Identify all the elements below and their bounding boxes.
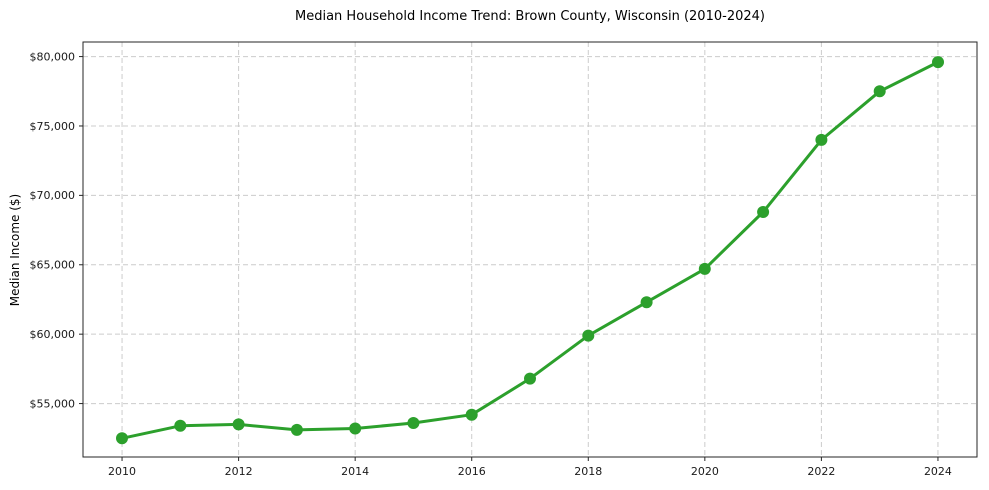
y-tick-label: $65,000 [30, 259, 76, 272]
chart-title: Median Household Income Trend: Brown Cou… [295, 9, 765, 24]
data-point-2010 [116, 432, 128, 445]
y-axis-label: Median Income ($) [8, 193, 22, 307]
y-tick-label: $80,000 [30, 50, 76, 63]
y-tick-label: $70,000 [30, 189, 76, 202]
plot-border [82, 41, 978, 458]
x-tick-label: 2012 [225, 465, 253, 478]
x-tick-label: 2016 [458, 465, 486, 478]
x-tick-label: 2014 [341, 465, 369, 478]
data-point-2022 [815, 133, 828, 146]
data-point-2020 [698, 262, 711, 275]
data-point-2024 [932, 56, 944, 69]
data-point-2013 [290, 423, 303, 436]
data-point-2012 [232, 418, 245, 431]
x-tick-label: 2018 [574, 465, 602, 478]
x-tick-label: 2022 [807, 465, 835, 478]
x-tick-label: 2010 [108, 465, 136, 478]
data-point-2016 [465, 408, 478, 421]
data-point-2014 [349, 422, 362, 435]
data-point-2017 [524, 372, 536, 385]
x-tick-label: 2020 [691, 465, 719, 478]
data-point-2021 [757, 206, 770, 218]
data-point-2015 [407, 417, 420, 429]
data-point-2019 [640, 296, 653, 309]
data-point-2011 [174, 419, 187, 432]
y-tick-label: $75,000 [30, 120, 76, 133]
x-tick-label: 2024 [924, 465, 952, 478]
data-point-2023 [873, 85, 886, 98]
data-point-2018 [582, 329, 595, 342]
y-tick-label: $60,000 [30, 328, 76, 341]
y-tick-label: $55,000 [30, 397, 76, 410]
